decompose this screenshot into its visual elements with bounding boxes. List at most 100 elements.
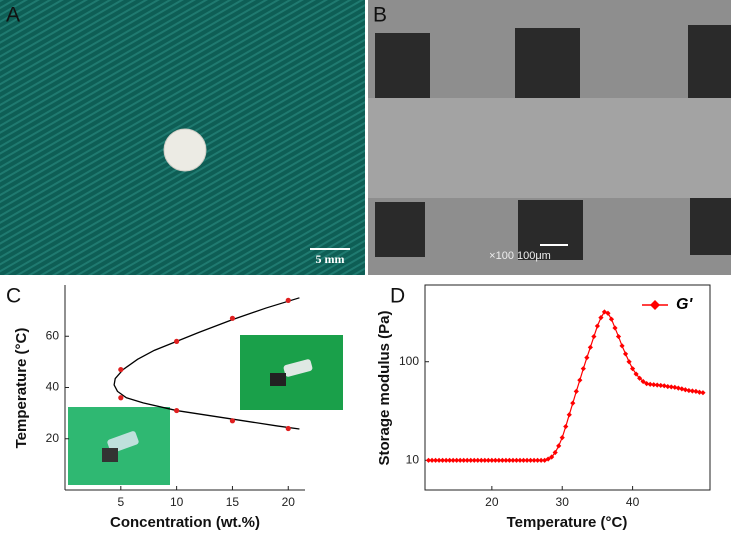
data-point xyxy=(566,412,572,418)
y-tick-label: 60 xyxy=(46,328,60,342)
data-point xyxy=(556,443,562,449)
data-point xyxy=(489,457,495,463)
fit-curve xyxy=(113,297,300,430)
data-point xyxy=(285,425,291,432)
panel-label: B xyxy=(373,4,387,27)
data-point xyxy=(492,457,498,463)
data-point xyxy=(563,423,569,430)
data-point xyxy=(229,418,236,424)
data-point xyxy=(542,457,548,463)
data-point xyxy=(651,382,657,388)
data-point xyxy=(454,457,460,463)
photo-b: ×100 100μm B xyxy=(368,0,731,275)
data-point xyxy=(570,400,576,406)
x-axis-label: Concentration (wt.%) xyxy=(110,514,260,531)
panel-label: D xyxy=(390,285,405,308)
y-axis-label: Temperature (°C) xyxy=(13,328,30,449)
data-point xyxy=(229,315,236,321)
data-point xyxy=(608,316,615,322)
data-point xyxy=(538,457,544,463)
data-point xyxy=(696,389,703,395)
data-point xyxy=(640,378,646,385)
data-point xyxy=(496,457,502,463)
data-point xyxy=(559,434,565,441)
data-point xyxy=(534,457,541,463)
data-point xyxy=(647,381,653,387)
data-point xyxy=(478,457,484,463)
data-point xyxy=(644,380,650,387)
x-tick-label: 5 xyxy=(117,495,124,509)
data-point xyxy=(622,351,629,357)
data-point xyxy=(668,384,674,390)
data-point xyxy=(584,355,590,361)
scale-bar: 5 mm xyxy=(316,252,345,266)
data-point xyxy=(506,457,513,463)
data-point xyxy=(552,449,558,456)
data-point xyxy=(457,457,463,463)
data-point xyxy=(612,325,618,331)
data-point xyxy=(661,383,667,389)
y-axis-label: Storage modulus (Pa) xyxy=(376,310,393,465)
data-point xyxy=(682,387,688,393)
data-point xyxy=(471,457,477,463)
data-point xyxy=(510,457,516,463)
data-point xyxy=(174,407,180,414)
data-point xyxy=(573,388,579,395)
x-tick-label: 10 xyxy=(170,495,184,509)
data-point xyxy=(499,457,506,463)
data-point xyxy=(118,366,124,373)
legend-marker xyxy=(650,300,660,310)
panel-label: A xyxy=(6,4,20,27)
data-point xyxy=(629,366,636,372)
data-point xyxy=(637,375,643,381)
data-point xyxy=(482,457,488,463)
x-tick-label: 40 xyxy=(626,495,640,509)
data-point xyxy=(174,338,180,344)
x-tick-label: 30 xyxy=(556,495,570,509)
data-point xyxy=(686,387,692,394)
data-point xyxy=(513,457,520,463)
data-point xyxy=(464,457,470,463)
data-point xyxy=(619,343,625,349)
scale-bar: ×100 100μm xyxy=(489,250,551,262)
data-point xyxy=(587,344,593,350)
x-tick-label: 20 xyxy=(282,495,296,509)
data-point xyxy=(693,388,699,395)
data-point xyxy=(633,371,639,377)
data-point xyxy=(591,333,597,340)
data-point xyxy=(700,390,706,396)
data-point xyxy=(531,457,537,463)
data-point xyxy=(450,457,456,463)
data-point xyxy=(485,457,491,463)
x-axis-label: Temperature (°C) xyxy=(507,514,628,531)
data-point xyxy=(461,457,467,463)
data-point xyxy=(658,382,664,389)
data-point xyxy=(425,457,432,463)
panel-label: C xyxy=(6,285,21,308)
data-point xyxy=(626,359,632,365)
inset-photo xyxy=(68,335,343,485)
y-tick-label: 40 xyxy=(46,380,60,394)
y-tick-label: 10 xyxy=(406,452,420,466)
data-point xyxy=(675,385,681,391)
data-point xyxy=(447,457,453,463)
data-point xyxy=(429,457,435,463)
y-tick-label: 100 xyxy=(399,354,419,368)
data-point xyxy=(527,457,534,463)
data-point xyxy=(605,310,611,316)
data-point xyxy=(520,457,527,463)
x-tick-label: 15 xyxy=(226,495,240,509)
data-point xyxy=(665,383,671,390)
data-point xyxy=(598,315,604,321)
data-point xyxy=(615,333,622,340)
data-point xyxy=(503,457,509,463)
data-point xyxy=(517,457,523,463)
data-point xyxy=(549,454,555,460)
data-point xyxy=(443,457,449,463)
photo-a: 5 mm A xyxy=(0,0,365,275)
data-point xyxy=(601,309,608,315)
data-point xyxy=(679,386,685,392)
data-point xyxy=(432,457,439,463)
x-tick-label: 20 xyxy=(485,495,499,509)
